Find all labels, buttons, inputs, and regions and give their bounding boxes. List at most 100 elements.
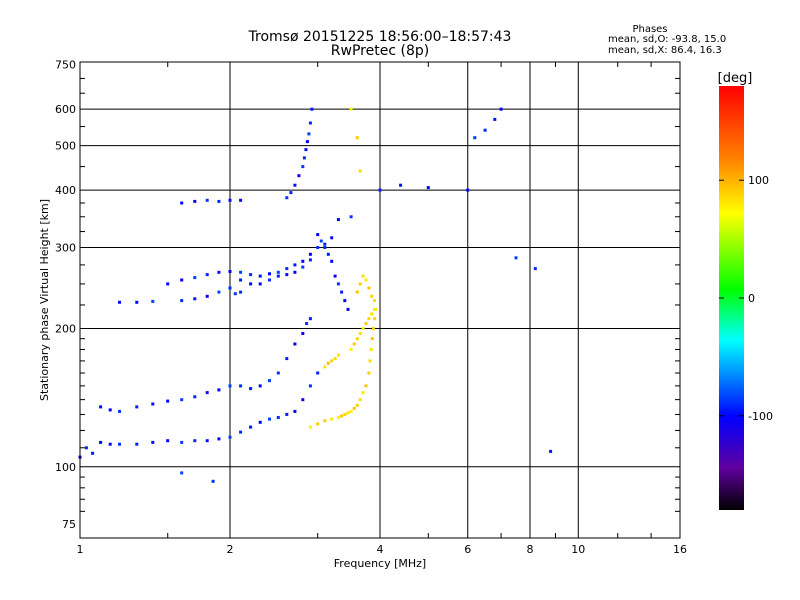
y-tick-label: 400	[55, 184, 76, 197]
x-tick-label: 4	[377, 543, 384, 556]
colorbar-ticks: 100 0 -100	[719, 174, 773, 423]
data-point-o	[333, 274, 337, 278]
chart-title: Tromsø 20151225 18:56:00–18:57:43	[248, 29, 512, 45]
data-point-o	[228, 286, 232, 290]
data-point-o	[316, 246, 320, 249]
data-point-o	[239, 430, 243, 434]
data-point-x	[368, 359, 372, 363]
data-point-o	[301, 165, 305, 169]
data-point-o	[268, 379, 271, 383]
data-point-o	[316, 233, 320, 237]
data-point-o	[180, 278, 184, 282]
data-point-o	[205, 391, 209, 395]
data-point-o	[323, 242, 327, 246]
data-point-o	[514, 256, 518, 260]
data-point-o	[108, 442, 112, 446]
data-point-o	[276, 274, 280, 278]
y-tick-label: 75	[62, 518, 76, 531]
data-point-o	[99, 405, 103, 409]
data-point-x	[349, 107, 353, 111]
data-point-o	[308, 384, 312, 388]
data-point-o	[285, 196, 289, 200]
data-point-o	[336, 218, 340, 222]
data-point-o	[493, 117, 497, 121]
data-point-x	[323, 365, 327, 369]
data-point-o	[302, 156, 306, 160]
data-point-o	[301, 265, 305, 269]
data-point-x	[343, 412, 347, 416]
x-tick-label: 6	[464, 543, 471, 556]
data-point-x	[358, 169, 362, 173]
data-point-o	[285, 357, 289, 361]
data-point-o	[193, 199, 197, 203]
data-point-o	[301, 398, 305, 402]
y-tick-label: 200	[55, 322, 76, 335]
data-point-x	[358, 282, 362, 286]
data-point-o	[180, 398, 184, 402]
data-point-o	[349, 215, 353, 219]
data-point-o	[193, 276, 197, 280]
data-point-o	[193, 395, 197, 399]
stats-line-o: mean, sd,O: -93.8, 15.0	[608, 34, 726, 45]
stats-heading: Phases	[632, 24, 667, 35]
data-point-o	[228, 270, 232, 273]
data-point-o	[308, 252, 312, 256]
x-tick-label: 10	[571, 543, 585, 556]
data-point-o	[293, 270, 297, 274]
data-point-o	[323, 246, 327, 249]
data-point-o	[301, 332, 305, 335]
data-point-x	[371, 327, 375, 330]
colorbar-tick-label: -100	[748, 410, 773, 423]
data-point-o	[91, 451, 95, 455]
data-point-o	[151, 440, 155, 444]
plot-frame	[79, 61, 681, 539]
data-point-x	[323, 419, 327, 423]
data-point-o	[108, 408, 112, 412]
data-point-o	[285, 273, 289, 277]
y-axis-label: Stationary phase Virtual Height [km]	[38, 199, 51, 401]
data-point-o	[239, 198, 243, 202]
grid-layer	[80, 62, 680, 538]
data-point-o	[276, 371, 280, 375]
data-point-o	[118, 442, 121, 446]
data-point-o	[326, 252, 330, 256]
data-point-x	[358, 332, 362, 335]
data-point-x	[367, 371, 371, 375]
data-point-o	[258, 384, 262, 388]
data-point-o	[249, 387, 253, 391]
data-point-o	[473, 136, 477, 140]
data-point-x	[367, 286, 371, 290]
data-point-x	[373, 307, 376, 311]
data-point-o	[483, 128, 487, 132]
data-point-x	[349, 348, 353, 351]
data-point-x	[369, 348, 373, 351]
data-point-o	[233, 292, 237, 296]
data-point-x	[349, 409, 353, 413]
x-axis-label: Frequency [MHz]	[334, 557, 426, 570]
data-point-o	[217, 270, 221, 274]
data-point-o	[135, 405, 139, 409]
data-point-o	[304, 148, 308, 152]
data-point-x	[361, 327, 365, 330]
data-point-o	[378, 188, 382, 192]
data-point-o	[549, 449, 553, 453]
data-point-o	[180, 471, 184, 475]
data-point-o	[305, 322, 309, 325]
data-point-o	[239, 384, 243, 388]
data-point-o	[316, 371, 320, 375]
data-point-o	[308, 121, 312, 125]
data-point-o	[336, 282, 340, 286]
data-point-o	[249, 282, 253, 286]
data-point-x	[336, 353, 340, 357]
data-point-o	[268, 278, 271, 282]
data-point-o	[258, 274, 262, 278]
x-tick-label: 16	[673, 543, 687, 556]
data-point-x	[373, 317, 376, 321]
data-point-o	[205, 294, 209, 298]
data-point-x	[330, 359, 334, 363]
data-point-o	[249, 425, 253, 429]
x-tick-label: 8	[527, 543, 534, 556]
data-point-x	[333, 357, 337, 361]
chart-subtitle: RwPretec (8p)	[331, 43, 429, 59]
data-point-x	[361, 391, 365, 395]
